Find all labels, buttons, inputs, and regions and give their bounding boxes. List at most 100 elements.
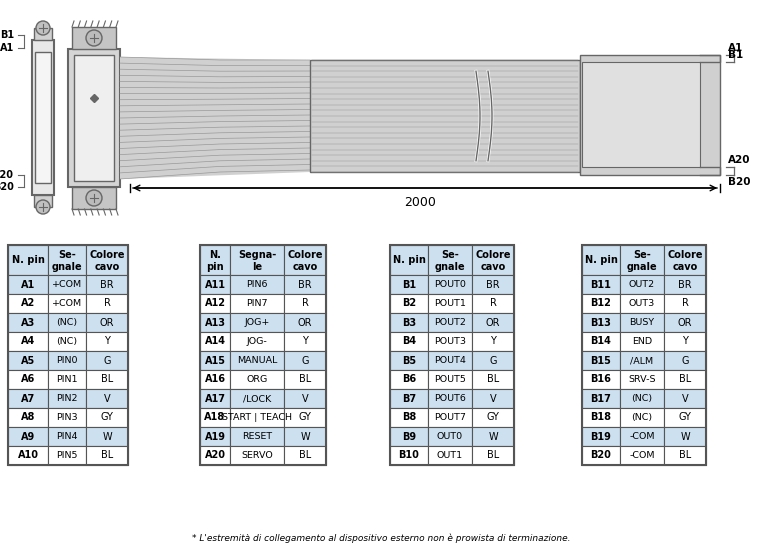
Text: Y: Y xyxy=(490,337,496,346)
Text: A5: A5 xyxy=(21,355,35,366)
Bar xyxy=(428,408,472,427)
Bar xyxy=(428,370,472,389)
Text: B3: B3 xyxy=(402,317,416,327)
Text: Y: Y xyxy=(302,337,308,346)
Text: Colore: Colore xyxy=(287,250,323,260)
Bar xyxy=(664,245,706,275)
Text: +COM: +COM xyxy=(52,299,82,308)
Bar xyxy=(472,427,514,446)
Text: Y: Y xyxy=(682,337,688,346)
Bar xyxy=(620,408,664,427)
Bar xyxy=(284,313,326,332)
Text: A10: A10 xyxy=(18,450,39,460)
Text: gnale: gnale xyxy=(626,262,658,272)
Bar xyxy=(230,446,284,465)
Text: A14: A14 xyxy=(204,337,226,346)
Text: OUT1: OUT1 xyxy=(437,451,463,460)
Bar xyxy=(34,28,52,40)
Bar xyxy=(620,446,664,465)
Bar xyxy=(86,294,128,313)
Bar xyxy=(86,408,128,427)
Text: A7: A7 xyxy=(21,393,35,404)
Bar xyxy=(472,294,514,313)
Bar xyxy=(472,313,514,332)
Text: POUT3: POUT3 xyxy=(434,337,466,346)
Text: B8: B8 xyxy=(402,412,416,422)
Text: Colore: Colore xyxy=(475,250,511,260)
Bar xyxy=(200,389,230,408)
Circle shape xyxy=(86,30,102,46)
Bar xyxy=(86,313,128,332)
Text: OR: OR xyxy=(298,317,312,327)
Text: SRV-S: SRV-S xyxy=(628,375,656,384)
Bar xyxy=(310,60,580,172)
Text: pin: pin xyxy=(207,262,224,272)
Text: OR: OR xyxy=(100,317,114,327)
Bar xyxy=(582,351,620,370)
Text: SERVO: SERVO xyxy=(241,451,273,460)
Text: Se-: Se- xyxy=(633,250,651,260)
Text: OUT0: OUT0 xyxy=(437,432,463,441)
Text: A1: A1 xyxy=(0,43,14,53)
Bar xyxy=(34,195,52,207)
Text: B1: B1 xyxy=(402,279,416,289)
Text: A20: A20 xyxy=(204,450,226,460)
Bar xyxy=(200,408,230,427)
Text: gnale: gnale xyxy=(52,262,82,272)
Bar xyxy=(472,332,514,351)
Text: cavo: cavo xyxy=(94,262,120,272)
Text: (NC): (NC) xyxy=(56,318,78,327)
Bar xyxy=(48,294,86,313)
Bar xyxy=(230,313,284,332)
Bar xyxy=(8,275,48,294)
Bar xyxy=(200,245,326,465)
Bar xyxy=(200,245,230,275)
Text: B6: B6 xyxy=(402,375,416,384)
Text: B5: B5 xyxy=(402,355,416,366)
Bar xyxy=(580,55,720,175)
Text: BL: BL xyxy=(679,375,691,384)
Text: N. pin: N. pin xyxy=(392,255,425,265)
Bar xyxy=(664,275,706,294)
Text: MANUAL: MANUAL xyxy=(237,356,277,365)
Bar xyxy=(390,245,428,275)
Text: A8: A8 xyxy=(21,412,35,422)
Bar xyxy=(664,446,706,465)
Text: POUT0: POUT0 xyxy=(434,280,466,289)
Bar xyxy=(8,351,48,370)
Text: PIN7: PIN7 xyxy=(246,299,267,308)
Bar xyxy=(8,408,48,427)
Text: W: W xyxy=(300,432,310,442)
Text: B18: B18 xyxy=(591,412,611,422)
Text: A3: A3 xyxy=(21,317,35,327)
Bar xyxy=(48,427,86,446)
Bar xyxy=(230,332,284,351)
Bar xyxy=(284,332,326,351)
Text: Y: Y xyxy=(104,337,110,346)
Bar xyxy=(582,389,620,408)
Text: -COM: -COM xyxy=(629,432,655,441)
Bar xyxy=(8,245,128,465)
Text: POUT5: POUT5 xyxy=(434,375,466,384)
Text: A2: A2 xyxy=(21,299,35,309)
Circle shape xyxy=(36,200,50,214)
Bar xyxy=(8,446,48,465)
Text: B19: B19 xyxy=(591,432,611,442)
Text: B13: B13 xyxy=(591,317,611,327)
Bar xyxy=(390,351,428,370)
Text: OUT2: OUT2 xyxy=(629,280,655,289)
Bar xyxy=(582,245,706,465)
Text: POUT7: POUT7 xyxy=(434,413,466,422)
Bar xyxy=(8,294,48,313)
Text: BL: BL xyxy=(679,450,691,460)
Text: PIN6: PIN6 xyxy=(246,280,267,289)
Text: PIN5: PIN5 xyxy=(56,451,78,460)
Text: +COM: +COM xyxy=(52,280,82,289)
Bar xyxy=(472,408,514,427)
Bar xyxy=(200,332,230,351)
Text: JOG+: JOG+ xyxy=(245,318,270,327)
Bar xyxy=(620,313,664,332)
Bar xyxy=(390,370,428,389)
Polygon shape xyxy=(120,57,310,179)
Text: /LOCK: /LOCK xyxy=(243,394,271,403)
